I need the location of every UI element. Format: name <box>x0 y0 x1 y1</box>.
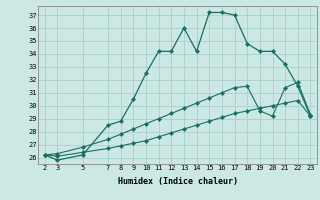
X-axis label: Humidex (Indice chaleur): Humidex (Indice chaleur) <box>118 177 238 186</box>
